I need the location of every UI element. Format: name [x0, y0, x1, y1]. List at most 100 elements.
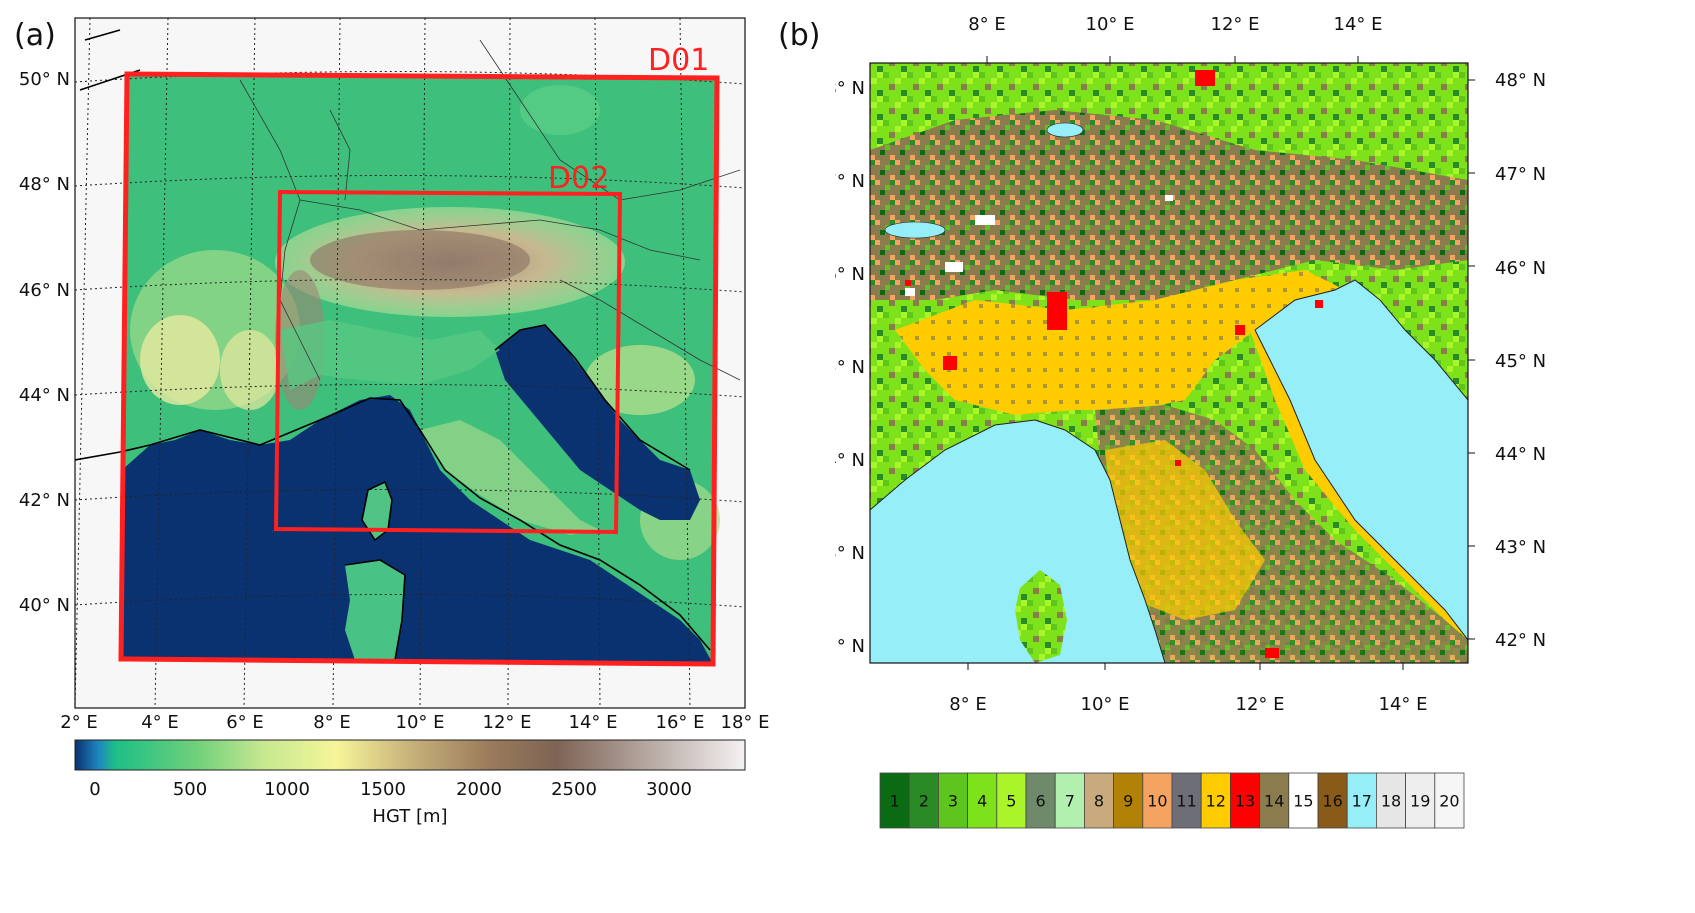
- lat-label-40: 40° N: [19, 595, 70, 616]
- lon-label-18: 18° E: [721, 712, 770, 733]
- panel-a-label: (a): [14, 18, 56, 53]
- corsica-b: [1015, 570, 1067, 663]
- legend-label-11: 11: [1176, 792, 1196, 811]
- colorbar-tick-500: 500: [173, 779, 207, 800]
- adriatic-sea-b: [1255, 280, 1468, 640]
- lon-label-16: 16° E: [656, 712, 705, 733]
- urban-areas: [905, 70, 1323, 658]
- legend-swatch-6: [1025, 772, 1056, 829]
- legend-label-16: 16: [1322, 792, 1342, 811]
- b-left-lat-44: 44° N: [835, 450, 865, 471]
- legend-label-18: 18: [1381, 792, 1401, 811]
- legend-swatch-7: [1054, 772, 1085, 829]
- b-left-lat-45: 45° N: [835, 357, 865, 378]
- colorbar-tick-1000: 1000: [264, 779, 310, 800]
- colorbar-tick-2000: 2000: [456, 779, 502, 800]
- legend-label-15: 15: [1293, 792, 1313, 811]
- b-top-lon-10: 10° E: [1086, 14, 1135, 35]
- legend-swatch-20: [1434, 772, 1465, 829]
- legend-label-4: 4: [977, 792, 987, 811]
- b-top-lon-8: 8° E: [968, 14, 1006, 35]
- colorbar-tick-2500: 2500: [551, 779, 597, 800]
- graticule: [75, 18, 745, 708]
- legend-swatch-17: [1346, 772, 1377, 829]
- d02-label: D02: [548, 161, 609, 196]
- legend-label-14: 14: [1264, 792, 1284, 811]
- legend-label-17: 17: [1352, 792, 1372, 811]
- lat-label-50: 50° N: [19, 69, 70, 90]
- lon-label-12: 12° E: [483, 712, 532, 733]
- panel-b-map: 8° E 10° E 12° E 14° E 8° E 10° E 12° E …: [835, 14, 1546, 829]
- adriatic-sea: [495, 325, 700, 520]
- lat-label-46: 46° N: [19, 280, 70, 301]
- legend-label-20: 20: [1439, 792, 1459, 811]
- legend-label-5: 5: [1006, 792, 1016, 811]
- legend-label-9: 9: [1123, 792, 1133, 811]
- b-right-lat-44: 44° N: [1495, 444, 1546, 465]
- panel-b-label: (b): [778, 18, 821, 53]
- b-bottom-lon-14: 14° E: [1379, 694, 1428, 715]
- alpine-zone: [870, 110, 1468, 300]
- legend-swatch-13: [1229, 772, 1260, 829]
- landuse-legend: 1 2 3 4 5 6 7 8 9 10 11 12 13 14 15 16 17 18 19 20: [879, 772, 1465, 829]
- legend-swatch-9: [1113, 772, 1144, 829]
- legend-label-1: 1: [890, 792, 900, 811]
- b-top-lon-12: 12° E: [1211, 14, 1260, 35]
- legend-label-19: 19: [1410, 792, 1430, 811]
- legend-swatch-2: [908, 772, 939, 829]
- d02-frame: [273, 189, 623, 535]
- corsica: [362, 482, 392, 540]
- legend-swatch-10: [1142, 772, 1173, 829]
- d01-frame: [118, 71, 720, 667]
- b-right-lat-45: 45° N: [1495, 351, 1546, 372]
- panel-a-map: D01 D02 50° N 48° N 46° N 44° N 42° N 40…: [19, 17, 770, 827]
- hgt-colorbar: [74, 739, 746, 771]
- legend-label-13: 13: [1235, 792, 1255, 811]
- po-valley: [895, 270, 1345, 415]
- b-bottom-lon-10: 10° E: [1081, 694, 1130, 715]
- b-right-lat-42: 42° N: [1495, 630, 1546, 651]
- snow-ice: [905, 195, 1173, 296]
- lon-label-14: 14° E: [569, 712, 618, 733]
- legend-swatch-15: [1288, 772, 1319, 829]
- b-bottom-lon-12: 12° E: [1236, 694, 1285, 715]
- b-top-lon-14: 14° E: [1334, 14, 1383, 35]
- legend-swatch-1: [879, 772, 910, 829]
- b-right-lat-48: 48° N: [1495, 70, 1546, 91]
- legend-label-8: 8: [1094, 792, 1104, 811]
- b-right-lat-43: 43° N: [1495, 537, 1546, 558]
- lat-label-48: 48° N: [19, 174, 70, 195]
- colorbar-tick-3000: 3000: [646, 779, 692, 800]
- d01-label: D01: [648, 43, 709, 78]
- b-bottom-lon-8: 8° E: [949, 694, 987, 715]
- legend-swatch-14: [1259, 772, 1290, 829]
- legend-swatch-4: [967, 772, 998, 829]
- b-left-lat-43: 43° N: [835, 543, 865, 564]
- colorbar-tick-1500: 1500: [360, 779, 406, 800]
- legend-swatch-11: [1171, 772, 1202, 829]
- b-left-lat-42: 42° N: [835, 636, 865, 657]
- lon-label-6: 6° E: [226, 712, 264, 733]
- colorbar-label: HGT [m]: [372, 806, 447, 827]
- legend-label-2: 2: [919, 792, 929, 811]
- legend-label-12: 12: [1206, 792, 1226, 811]
- colorbar-tick-0: 0: [89, 779, 100, 800]
- legend-label-6: 6: [1036, 792, 1046, 811]
- legend-swatch-5: [996, 772, 1027, 829]
- lon-label-8: 8° E: [313, 712, 351, 733]
- lat-label-42: 42° N: [19, 490, 70, 511]
- legend-swatch-19: [1405, 772, 1436, 829]
- b-left-lat-48: 48° N: [835, 78, 865, 99]
- lon-label-2: 2° E: [60, 712, 98, 733]
- legend-swatch-12: [1200, 772, 1231, 829]
- legend-label-7: 7: [1065, 792, 1075, 811]
- lat-label-44: 44° N: [19, 385, 70, 406]
- b-left-lat-46: 46° N: [835, 264, 865, 285]
- b-right-lat-47: 47° N: [1495, 164, 1546, 185]
- lon-label-10: 10° E: [396, 712, 445, 733]
- legend-swatch-8: [1083, 772, 1114, 829]
- legend-label-10: 10: [1147, 792, 1167, 811]
- tyrrhenian-sea: [870, 420, 1165, 663]
- legend-label-3: 3: [948, 792, 958, 811]
- b-right-lat-46: 46° N: [1495, 258, 1546, 279]
